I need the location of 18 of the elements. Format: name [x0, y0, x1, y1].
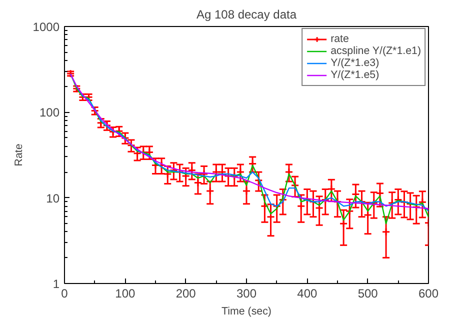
legend-label: Y/(Z*1.e5) [330, 69, 380, 81]
legend-label: Y/(Z*1.e3) [330, 57, 380, 69]
legend-label: rate [330, 33, 350, 45]
chart-title: Ag 108 decay data [196, 8, 297, 22]
legend-label: acspline Y/(Z*1.e1) [330, 45, 421, 57]
y-tick-label: 10 [46, 191, 60, 206]
y-axis-title: Rate [12, 144, 25, 166]
y-tick-label: 1000 [32, 20, 60, 34]
x-tick-label: 200 [176, 286, 196, 300]
x-tick-label: 600 [418, 286, 439, 300]
x-tick-label: 400 [297, 286, 318, 300]
x-axis-title: Time (sec) [222, 306, 272, 318]
x-tick-label: 500 [358, 286, 378, 300]
x-tick-label: 0 [61, 286, 68, 300]
x-tick-label: 300 [236, 286, 257, 300]
x-tick-label: 100 [115, 286, 136, 300]
y-tick-label: 1 [52, 277, 60, 291]
y-tick-label: 100 [39, 106, 60, 120]
